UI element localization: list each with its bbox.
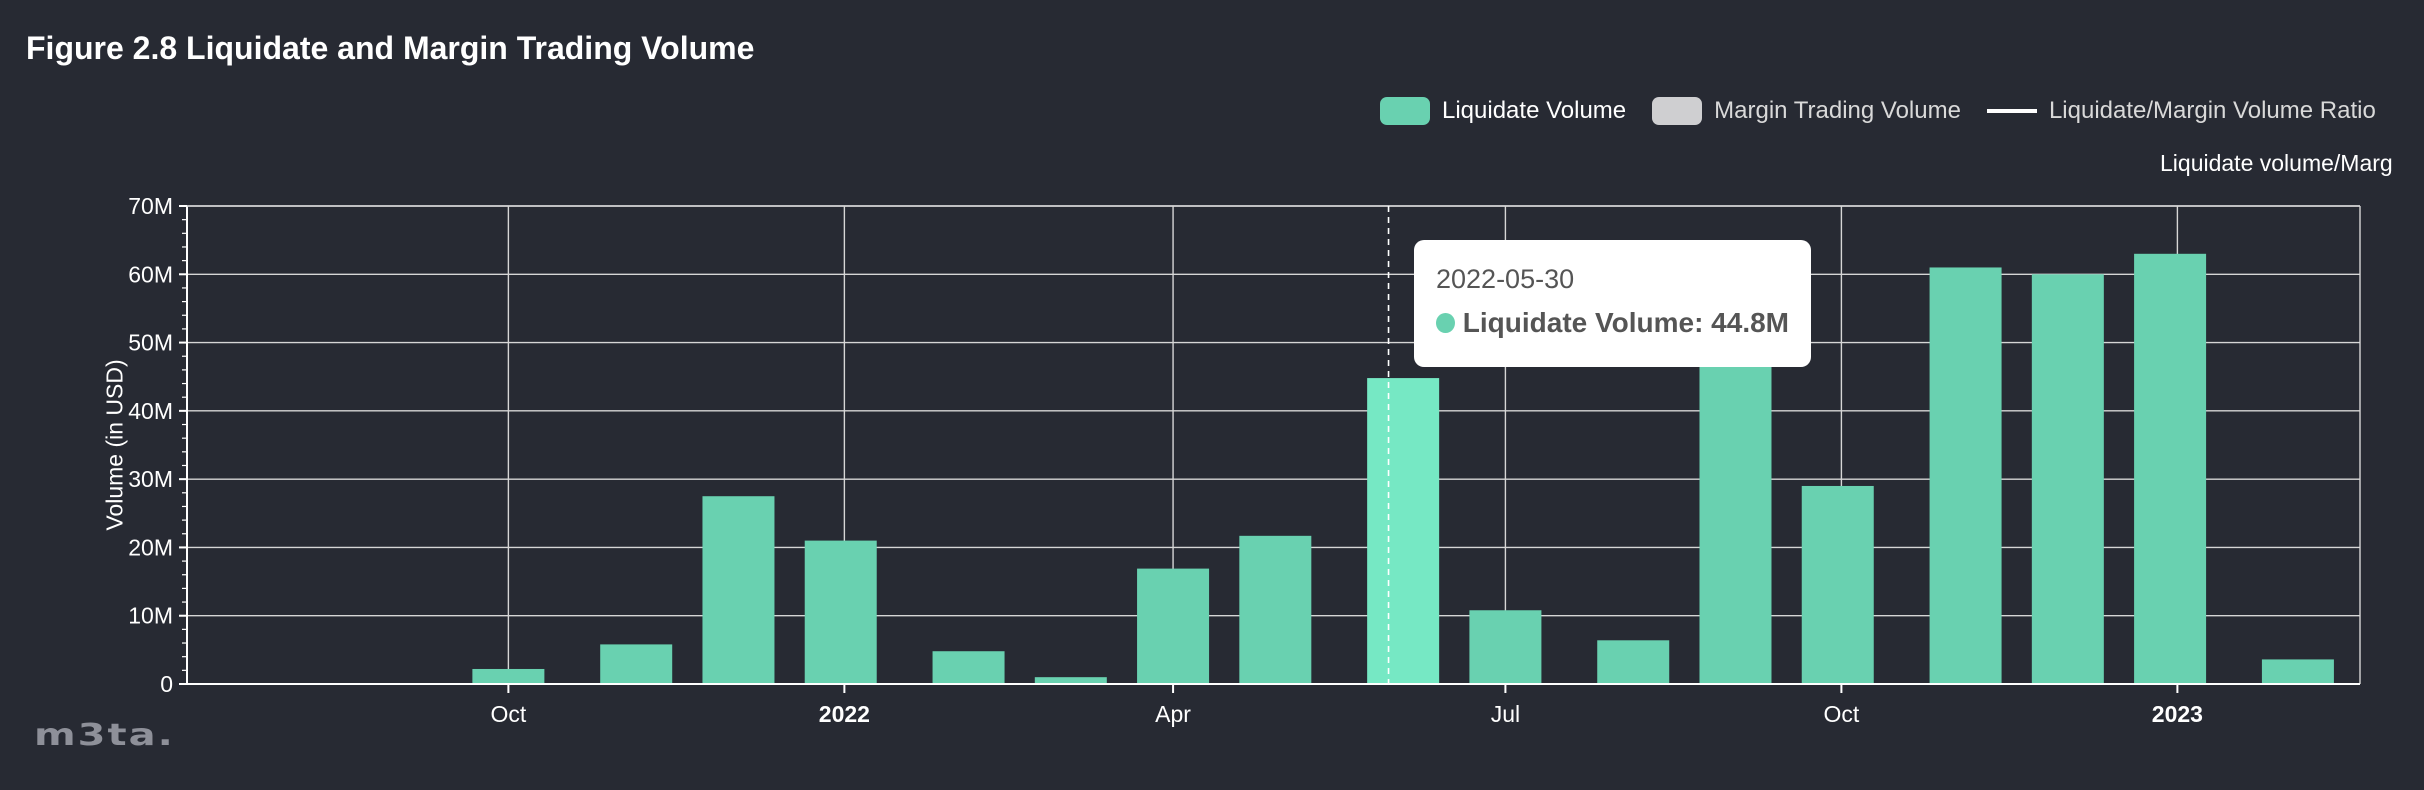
bar-liquidate-volume: [1034, 677, 1107, 684]
tooltip-row: Liquidate Volume: 44.8M: [1436, 307, 1789, 339]
y-tick-label: 0: [160, 671, 173, 697]
right-axis-title: Liquidate volume/Marg: [2160, 150, 2393, 176]
legend-item-liquidate-volume[interactable]: Liquidate Volume: [1380, 97, 1626, 125]
bar-liquidate-volume: [1239, 535, 1312, 684]
bar-liquidate-volume: [1699, 359, 1772, 684]
bar-liquidate-volume: [702, 496, 775, 684]
margin-trading-volume-swatch: [1652, 97, 1703, 125]
x-tick-label: 2022: [819, 701, 870, 727]
x-tick-label: Oct: [490, 701, 526, 727]
y-tick-label: 30M: [128, 466, 173, 492]
bar-liquidate-volume: [1469, 610, 1542, 684]
legend: Liquidate Volume Margin Trading Volume L…: [1380, 92, 2376, 130]
tooltip-series-dot-icon: [1436, 313, 1455, 333]
x-tick-label: Jul: [1491, 701, 1520, 727]
y-tick-label: 60M: [128, 261, 173, 287]
bar-liquidate-volume: [2134, 253, 2207, 685]
legend-label-volume-ratio: Liquidate/Margin Volume Ratio: [2048, 97, 2376, 124]
tooltip-value: Liquidate Volume: 44.8M: [1462, 307, 1789, 338]
legend-item-volume-ratio[interactable]: Liquidate/Margin Volume Ratio: [1986, 97, 2376, 125]
x-tick-label: 2023: [2152, 701, 2203, 727]
x-tick-label: Oct: [1824, 701, 1860, 727]
legend-label-liquidate-volume: Liquidate Volume: [1442, 97, 1627, 124]
bar-liquidate-volume: [2031, 274, 2104, 684]
bar-liquidate-volume: [600, 644, 673, 684]
y-tick-label: 70M: [128, 193, 173, 219]
bar-liquidate-volume: [2261, 659, 2334, 684]
y-tick-label: 20M: [128, 534, 173, 560]
y-tick-label: 50M: [128, 330, 173, 356]
bar-liquidate-volume: [1929, 267, 2002, 684]
tooltip: 2022-05-30 Liquidate Volume: 44.8M: [1414, 240, 1811, 367]
brand-logo: m3ta.: [34, 718, 175, 753]
legend-item-margin-trading-volume[interactable]: Margin Trading Volume: [1652, 97, 1961, 125]
bar-liquidate-volume: [932, 651, 1005, 684]
bar-liquidate-volume: [1137, 568, 1210, 684]
liquidate-volume-swatch: [1380, 97, 1430, 125]
legend-label-margin-trading-volume: Margin Trading Volume: [1714, 97, 1961, 124]
brand-logo-text: m3ta.: [34, 718, 175, 753]
tooltip-date: 2022-05-30: [1436, 264, 1575, 294]
volume-ratio-line-icon: [1986, 109, 2037, 113]
bar-liquidate-volume: [1367, 378, 1440, 684]
x-tick-label: Apr: [1155, 701, 1191, 727]
bar-liquidate-volume: [1597, 640, 1670, 684]
bar-liquidate-volume: [1801, 485, 1874, 684]
y-tick-label: 10M: [128, 603, 173, 629]
y-tick-label: 40M: [128, 398, 173, 424]
bar-liquidate-volume: [472, 668, 545, 684]
bar-liquidate-volume: [804, 540, 877, 684]
chart-title: Figure 2.8 Liquidate and Margin Trading …: [26, 30, 755, 66]
